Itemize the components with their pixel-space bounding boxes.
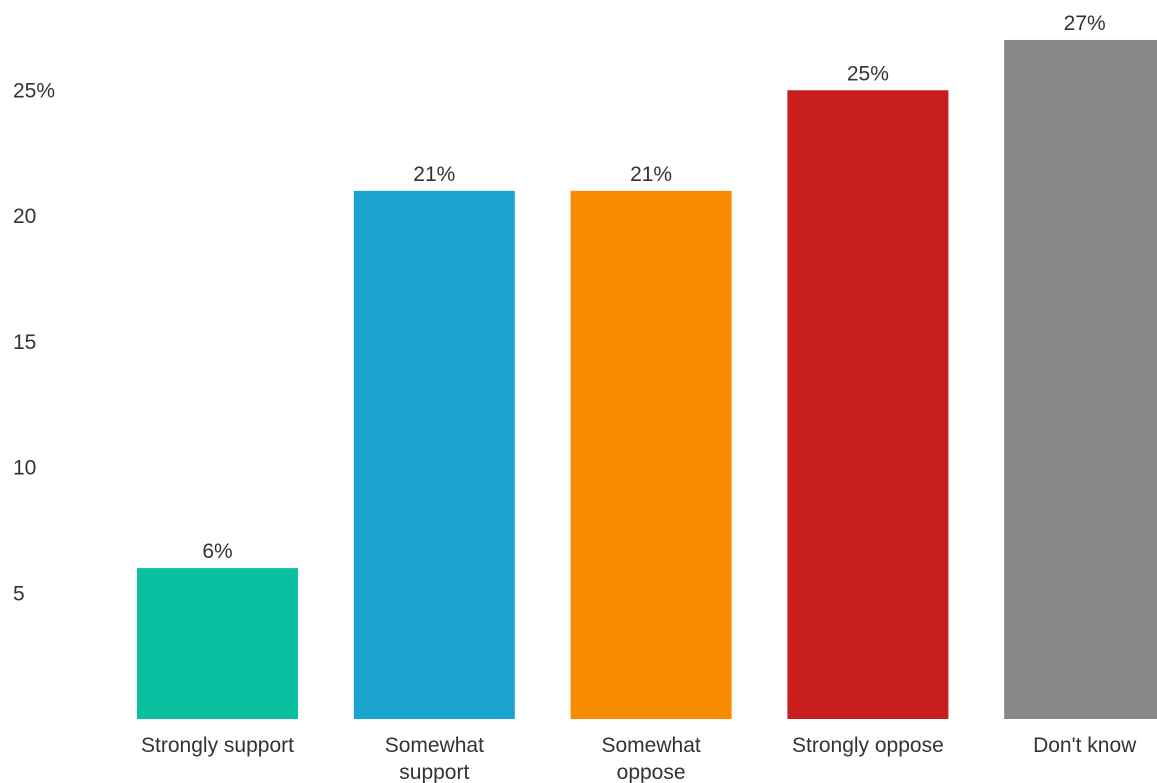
x-tick-label: Somewhat <box>385 734 484 757</box>
data-label: 21% <box>413 163 455 186</box>
y-tick-label: 20 <box>13 205 36 228</box>
x-tick-label: Don't know <box>1033 734 1137 757</box>
bar <box>787 90 949 719</box>
x-tick-label: oppose <box>617 761 686 783</box>
data-label: 25% <box>847 62 889 85</box>
x-tick-label: Somewhat <box>601 734 700 757</box>
bar <box>353 190 515 720</box>
y-tick-label: 25% <box>13 79 55 102</box>
data-label: 6% <box>202 540 232 563</box>
y-tick-label: 10 <box>13 457 36 480</box>
y-axis: 5 10 15 20 25% <box>13 79 55 605</box>
y-tick-label: 15 <box>13 331 36 354</box>
bar <box>1004 39 1157 719</box>
bar <box>137 568 298 719</box>
data-labels-group: 6% 21% 21% 25% 27% <box>202 12 1105 563</box>
bars-group <box>137 39 1157 720</box>
x-axis: Strongly support Somewhat support Somewhat o… <box>141 734 1137 783</box>
x-tick-label: Strongly oppose <box>792 734 944 757</box>
y-tick-label: 5 <box>13 582 25 605</box>
data-label: 27% <box>1064 12 1106 35</box>
data-label: 21% <box>630 163 672 186</box>
x-tick-label: Strongly support <box>141 734 294 757</box>
x-tick-label: support <box>399 761 469 783</box>
bar <box>570 190 732 720</box>
